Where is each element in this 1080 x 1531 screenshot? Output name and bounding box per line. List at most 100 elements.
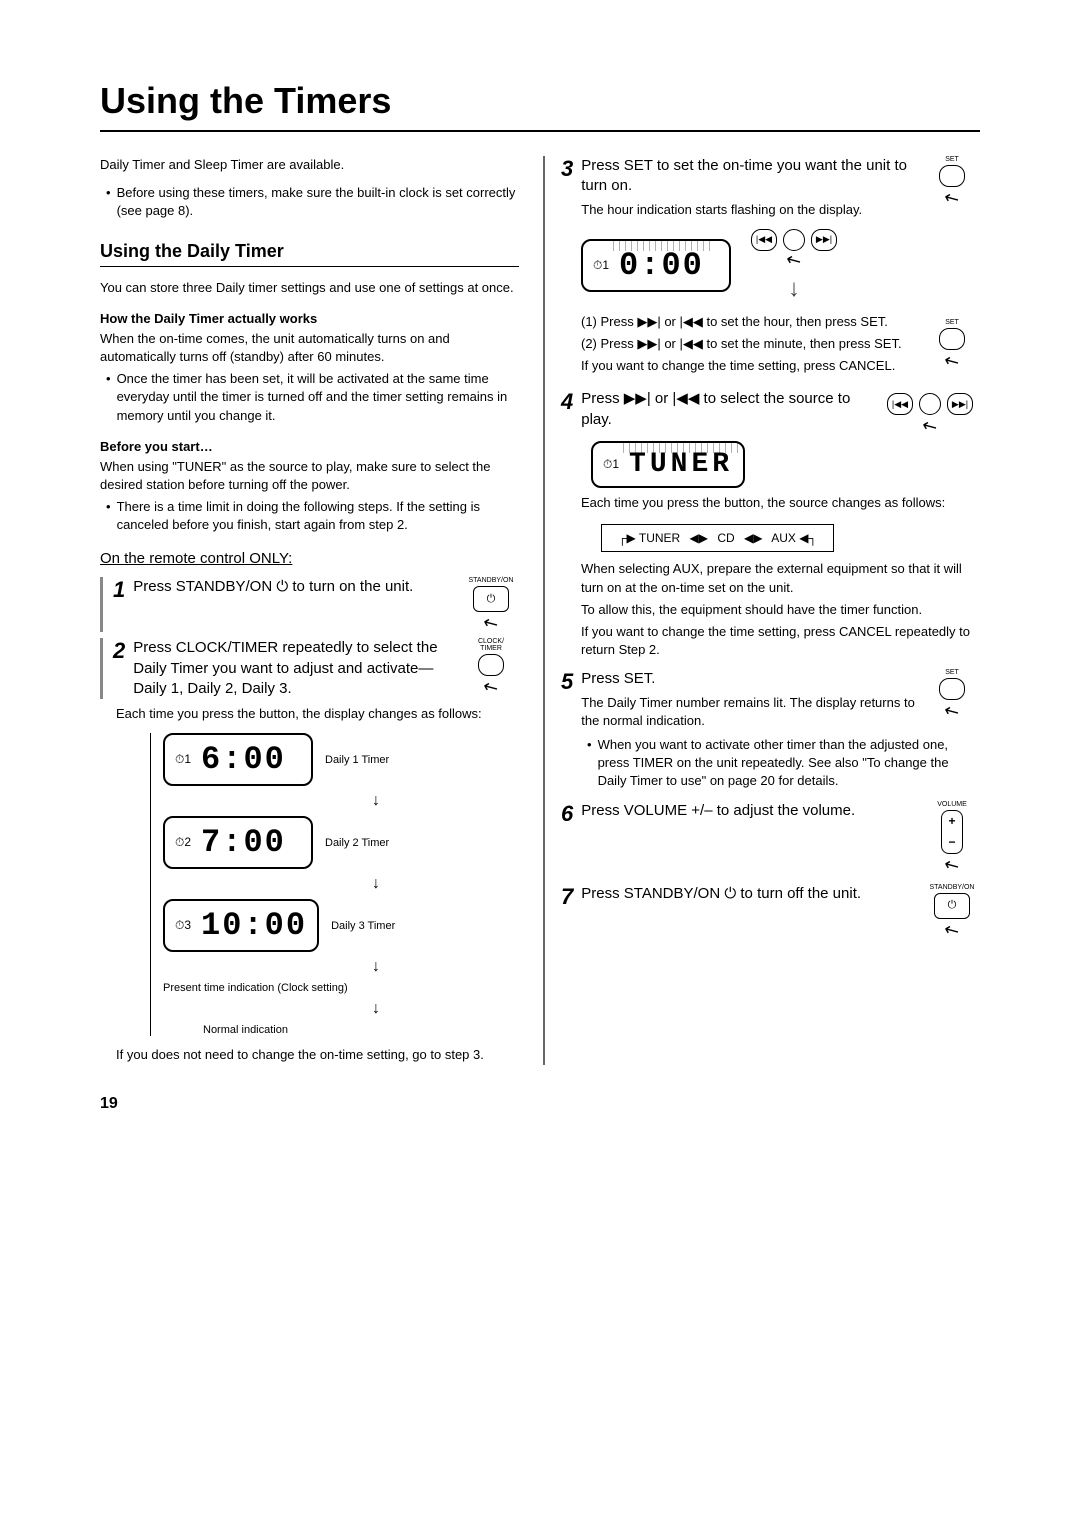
skip-buttons-group: |◀◀ ▶▶| ↖ ↓ xyxy=(751,225,837,307)
prev-button-icon: |◀◀ xyxy=(887,393,913,415)
timer-2-label: Daily 2 Timer xyxy=(325,837,389,849)
timer-row-2: ⏱2 7:00 Daily 2 Timer xyxy=(163,816,519,869)
stop-button-icon xyxy=(919,393,941,415)
cycle-cd: CD xyxy=(717,531,734,545)
step-number: 3 xyxy=(561,156,573,219)
step-5-bullet-text: When you want to activate other timer th… xyxy=(598,736,980,791)
present-time-label: Present time indication (Clock setting) xyxy=(163,982,519,994)
power-icon: ⏻ xyxy=(724,885,736,902)
power-icon: ⏻ xyxy=(276,578,288,595)
before-start-bullet: There is a time limit in doing the follo… xyxy=(100,498,519,534)
step-3-text: Press SET to set the on-time you want th… xyxy=(581,156,924,197)
step-4-lcd: ⏱1 TUNER xyxy=(591,441,980,488)
arrow-down-icon: ↓ xyxy=(233,958,519,976)
cycle-arrow-icon: ◀▶ xyxy=(744,531,762,545)
daily-timer-heading: Using the Daily Timer xyxy=(100,241,519,267)
step-2: 2 Press CLOCK/TIMER repeatedly to select… xyxy=(100,638,519,699)
daily-timer-desc: You can store three Daily timer settings… xyxy=(100,279,519,297)
step-1-text: Press STANDBY/ON ⏻ to turn on the unit. xyxy=(133,577,463,597)
step-7-text-b: to turn off the unit. xyxy=(736,885,861,902)
step-4-body2: To allow this, the equipment should have… xyxy=(581,601,980,619)
before-start-bullet-text: There is a time limit in doing the follo… xyxy=(117,498,519,534)
remote-only-label: On the remote control ONLY: xyxy=(100,550,519,567)
step-3-button-icon: SET ↖ xyxy=(924,156,980,219)
lcd-time-flash: 0:00 xyxy=(619,247,704,284)
timer-1-label: Daily 1 Timer xyxy=(325,754,389,766)
step-3-line1: (1) Press ▶▶| or |◀◀ to set the hour, th… xyxy=(581,313,980,331)
timer-icon: ⏱2 xyxy=(175,835,191,850)
finger-icon: ↖ xyxy=(919,415,941,438)
how-works-bullet-text: Once the timer has been set, it will be … xyxy=(117,370,519,425)
step-number: 5 xyxy=(561,669,573,730)
finger-icon: ↖ xyxy=(783,248,805,271)
step-3: 3 Press SET to set the on-time you want … xyxy=(561,156,980,219)
step-bar xyxy=(100,638,103,699)
arrow-down-icon: ↓ xyxy=(233,792,519,810)
lcd-daily-3: ⏱3 10:00 xyxy=(163,899,319,952)
standby-button-icon: ⏻ xyxy=(934,893,970,919)
cycle-arrow-icon: ◀┐ xyxy=(799,531,817,545)
step-4-body1: When selecting AUX, prepare the external… xyxy=(581,560,980,596)
finger-icon: ↖ xyxy=(941,186,963,209)
set-button-icon xyxy=(939,678,965,700)
lcd-time-3: 10:00 xyxy=(201,907,307,944)
step-number: 1 xyxy=(113,577,125,632)
timer-row-1: ⏱1 6:00 Daily 1 Timer xyxy=(163,733,519,786)
timer-icon: ⏱3 xyxy=(175,918,191,933)
step-1: 1 Press STANDBY/ON ⏻ to turn on the unit… xyxy=(100,577,519,632)
before-start-heading: Before you start… xyxy=(100,439,519,454)
how-works-body: When the on-time comes, the unit automat… xyxy=(100,330,519,366)
step-4-sub: Each time you press the button, the sour… xyxy=(581,494,980,512)
step-4-buttons: |◀◀ ▶▶| ↖ xyxy=(880,389,980,435)
step-number: 7 xyxy=(561,884,573,939)
step-2-button-icon: CLOCK/ TIMER ↖ xyxy=(463,638,519,699)
timer-display-chain: ⏱1 6:00 Daily 1 Timer ↓ ⏱2 7:00 Daily 2 … xyxy=(150,733,519,1036)
step-2-after: If you does not need to change the on-ti… xyxy=(116,1046,519,1064)
normal-indication-label: Normal indication xyxy=(203,1024,519,1036)
step-2-sub: Each time you press the button, the disp… xyxy=(116,705,519,723)
step-4-body3: If you want to change the time setting, … xyxy=(581,623,980,659)
before-start-body: When using "TUNER" as the source to play… xyxy=(100,458,519,494)
right-column: 3 Press SET to set the on-time you want … xyxy=(543,156,980,1065)
arrow-down-icon: ↓ xyxy=(233,875,519,893)
step-bar xyxy=(100,577,103,632)
timer-3-label: Daily 3 Timer xyxy=(331,920,395,932)
step-2-after-text: If you does not need to change the on-ti… xyxy=(116,1047,484,1062)
volume-button-icon: +− xyxy=(941,810,963,854)
step-1-button-icon: STANDBY/ON ⏻ ↖ xyxy=(463,577,519,632)
finger-icon: ↖ xyxy=(480,612,502,635)
timer-icon: ⏱1 xyxy=(603,457,619,472)
step-3-display-row: ⏱1 0:00 |◀◀ ▶▶| ↖ ↓ xyxy=(581,225,980,307)
finger-icon: ↖ xyxy=(480,676,502,699)
source-cycle-box: ┌▶ TUNER ◀▶ CD ◀▶ AUX ◀┐ xyxy=(601,524,834,552)
finger-icon: ↖ xyxy=(941,918,963,941)
step-5-sub: The Daily Timer number remains lit. The … xyxy=(581,694,924,730)
how-works-heading: How the Daily Timer actually works xyxy=(100,311,519,326)
intro-bullet: Before using these timers, make sure the… xyxy=(100,184,519,220)
next-button-icon: ▶▶| xyxy=(811,229,837,251)
cycle-arrow-icon: ┌▶ xyxy=(618,531,636,545)
finger-icon: ↖ xyxy=(941,853,963,876)
step-number: 2 xyxy=(113,638,125,699)
clock-timer-label: CLOCK/ TIMER xyxy=(478,638,504,652)
step-1-text-a: Press STANDBY/ON xyxy=(133,578,276,595)
step-6-button-icon: VOLUME +− ↖ xyxy=(924,801,980,874)
step-7-button-icon: STANDBY/ON ⏻ ↖ xyxy=(924,884,980,939)
cycle-tuner: TUNER xyxy=(639,531,680,545)
next-button-icon: ▶▶| xyxy=(947,393,973,415)
lcd-set-time: ⏱1 0:00 xyxy=(581,239,731,292)
step-7: 7 Press STANDBY/ON ⏻ to turn off the uni… xyxy=(561,884,980,939)
step-2-text: Press CLOCK/TIMER repeatedly to select t… xyxy=(133,638,463,699)
step-1-text-b: to turn on the unit. xyxy=(288,578,413,595)
cycle-arrow-icon: ◀▶ xyxy=(690,531,708,545)
left-column: Daily Timer and Sleep Timer are availabl… xyxy=(100,156,519,1065)
volume-label: VOLUME xyxy=(937,801,967,808)
lcd-tuner: ⏱1 TUNER xyxy=(591,441,745,488)
finger-icon: ↖ xyxy=(941,350,963,373)
step-6-text: Press VOLUME +/– to adjust the volume. xyxy=(581,801,924,821)
step-7-text-a: Press STANDBY/ON xyxy=(581,885,724,902)
standby-label: STANDBY/ON xyxy=(930,884,975,891)
clock-timer-button-icon xyxy=(478,654,504,676)
set-label: SET xyxy=(945,319,959,326)
arrow-down-icon: ↓ xyxy=(233,1000,519,1018)
